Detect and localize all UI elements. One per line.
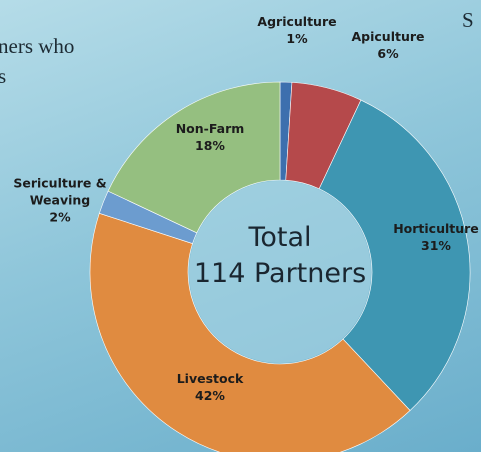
slice-label: Apiculture 6% xyxy=(351,28,424,62)
value-label: 18% xyxy=(195,138,225,153)
value-label: 2% xyxy=(49,209,71,225)
center-value: 114 Partners xyxy=(193,258,367,289)
donut-slice xyxy=(318,99,471,411)
category-name: Apiculture xyxy=(351,29,425,44)
cropped-text: S xyxy=(462,8,474,32)
value-label: 1% xyxy=(286,31,308,46)
donut-slice xyxy=(89,212,411,452)
value-label: 42% xyxy=(195,388,225,403)
value-label: 31% xyxy=(421,238,451,253)
center-label: Total xyxy=(248,222,312,253)
slice-label: Horticulture 31% xyxy=(393,220,479,254)
value-label: 6% xyxy=(377,46,399,61)
cropped-text: ners who xyxy=(0,34,75,58)
category-name: Non-Farm xyxy=(175,121,245,136)
cropped-text: s xyxy=(0,64,7,88)
slice-label: Sericulture & Weaving 2% xyxy=(10,175,110,226)
slice-label: Livestock 42% xyxy=(177,370,244,404)
slice-label: Non-Farm 18% xyxy=(176,120,245,154)
category-name: Agriculture xyxy=(257,14,337,29)
donut-slice xyxy=(107,81,281,234)
category-name: Livestock xyxy=(176,371,244,386)
slice-label: Agriculture 1% xyxy=(257,13,336,47)
category-name: Horticulture xyxy=(393,221,479,236)
donut-hole xyxy=(189,181,371,363)
category-name: Sericulture & Weaving xyxy=(13,175,107,208)
